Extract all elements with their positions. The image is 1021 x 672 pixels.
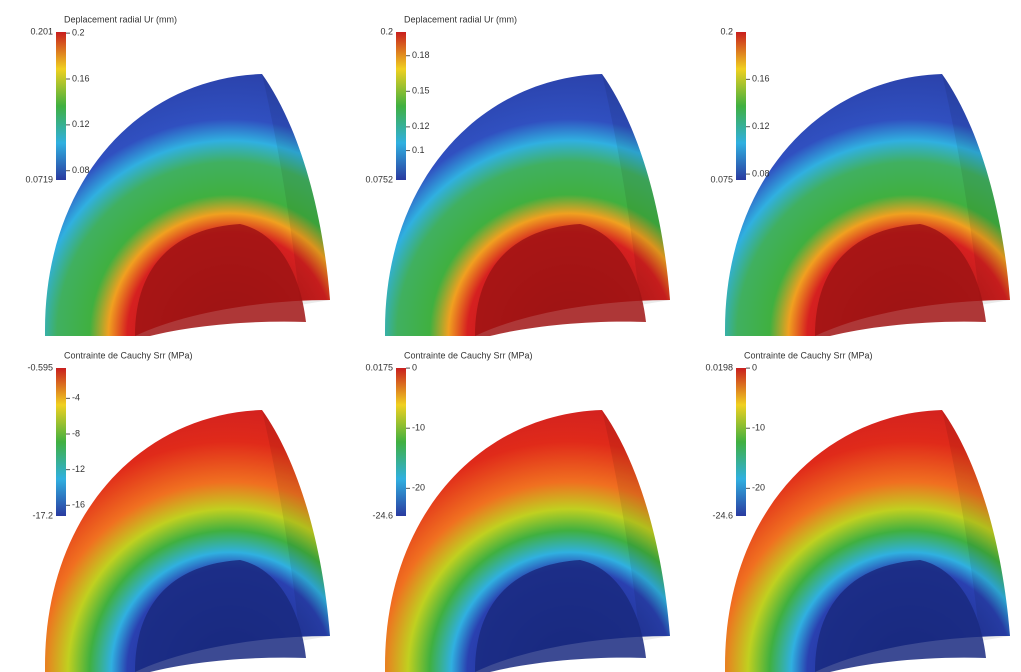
colorbar-max: 0.2 [720,26,733,36]
model-face [602,74,670,305]
model-face [942,74,1010,305]
colorbar-title: Contrainte de Cauchy Srr (MPa) [744,350,873,360]
cavity [475,224,646,336]
colorbar-min: 0.0752 [365,174,393,184]
colorbar-tick-label: 0.08 [752,168,770,178]
colorbar-min: -17.2 [32,510,53,520]
colorbar-tick-label: 0.16 [752,74,770,84]
cavity [135,224,306,336]
colorbar-tick-label: -8 [72,428,80,438]
colorbar-tick-label: -10 [752,423,765,433]
colorbar-max: 0.0175 [365,362,393,372]
colorbar-tick-label: -10 [412,423,425,433]
colorbar-max: 0.201 [30,26,53,36]
colorbar-tick-label: 0.18 [412,50,430,60]
panel: Deplacement radial Ur (mm) 0.2 0.0752 0.18 0… [365,14,670,336]
colorbar [56,368,66,516]
colorbar [56,32,66,180]
colorbar-tick-label: 0.2 [72,28,85,38]
colorbar-tick-label: 0.1 [412,145,425,155]
model-face [942,410,1010,641]
colorbar-tick-label: 0.12 [412,121,430,131]
colorbar-min: 0.0719 [25,174,53,184]
colorbar-tick-label: 0.12 [72,119,90,129]
colorbar-title: Contrainte de Cauchy Srr (MPa) [404,350,533,360]
cavity [135,560,306,672]
panel: Deplacement radial Ur (mm) 0.201 0.0719 0.2… [25,14,330,336]
cavity [475,560,646,672]
panel: Contrainte de Cauchy Srr (MPa) 0.0175 -24.… [365,350,670,672]
panel: 0.2 0.075 0.16 0.12 0.08 [710,26,1010,336]
panel: Contrainte de Cauchy Srr (MPa) 0.0198 -24.… [705,350,1010,672]
colorbar-tick-label: -12 [72,464,85,474]
colorbar-tick-label: 0.08 [72,165,90,175]
colorbar-max: 0.0198 [705,362,733,372]
colorbar-max: 0.2 [380,26,393,36]
colorbar-title: Deplacement radial Ur (mm) [404,14,517,24]
colorbar [736,32,746,180]
colorbar-tick-label: 0 [752,362,757,372]
model-face [262,74,330,305]
colorbar-min: -24.6 [372,510,393,520]
cavity [815,560,986,672]
colorbar-tick-label: -4 [72,393,80,403]
colorbar-tick-label: 0.16 [72,73,90,83]
colorbar-title: Deplacement radial Ur (mm) [64,14,177,24]
model-face [262,410,330,641]
colorbar [736,368,746,516]
colorbar-tick-label: 0.12 [752,121,770,131]
colorbar [396,32,406,180]
colorbar [396,368,406,516]
colorbar-tick-label: 0.15 [412,86,430,96]
colorbar-tick-label: -20 [752,483,765,493]
colorbar-tick-label: -16 [72,500,85,510]
colorbar-tick-label: -20 [412,483,425,493]
colorbar-tick-label: 0 [412,362,417,372]
cavity [815,224,986,336]
panel: Contrainte de Cauchy Srr (MPa) -0.595 -17.… [27,350,330,672]
model-face [602,410,670,641]
colorbar-min: 0.075 [710,174,733,184]
colorbar-title: Contrainte de Cauchy Srr (MPa) [64,350,193,360]
colorbar-min: -24.6 [712,510,733,520]
colorbar-max: -0.595 [27,362,53,372]
